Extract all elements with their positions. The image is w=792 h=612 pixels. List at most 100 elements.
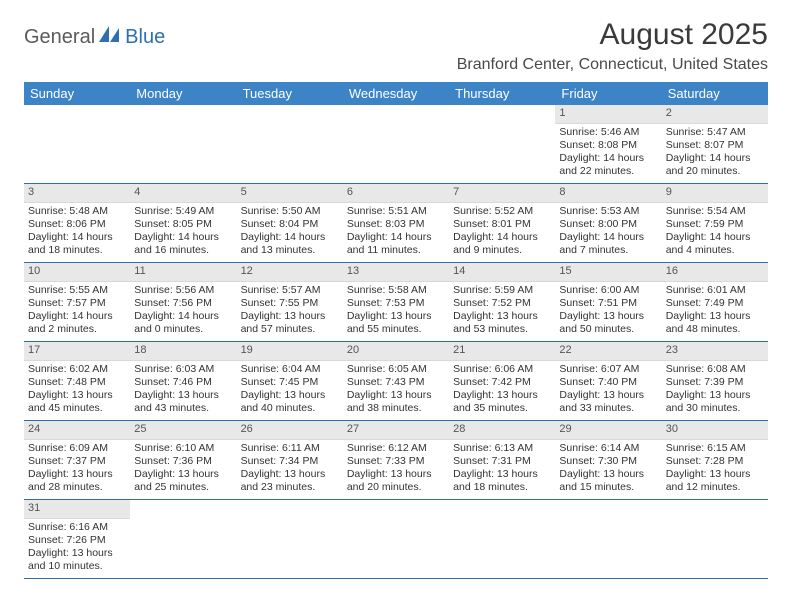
day-cell: 22Sunrise: 6:07 AMSunset: 7:40 PMDayligh… <box>555 342 661 420</box>
day-number: 22 <box>555 342 661 361</box>
weeks-container: 1Sunrise: 5:46 AMSunset: 8:08 PMDaylight… <box>24 105 768 579</box>
empty-cell <box>237 500 343 578</box>
sunrise-text: Sunrise: 6:15 AM <box>666 442 764 455</box>
sunrise-text: Sunrise: 5:48 AM <box>28 205 126 218</box>
daylight-text: Daylight: 14 hours and 0 minutes. <box>134 310 232 336</box>
day-body: Sunrise: 6:13 AMSunset: 7:31 PMDaylight:… <box>449 440 555 499</box>
daylight-text: Daylight: 14 hours and 20 minutes. <box>666 152 764 178</box>
day-number: 29 <box>555 421 661 440</box>
day-number: 3 <box>24 184 130 203</box>
sunset-text: Sunset: 7:42 PM <box>453 376 551 389</box>
day-body: Sunrise: 6:07 AMSunset: 7:40 PMDaylight:… <box>555 361 661 420</box>
day-body: Sunrise: 6:04 AMSunset: 7:45 PMDaylight:… <box>237 361 343 420</box>
daylight-text: Daylight: 13 hours and 33 minutes. <box>559 389 657 415</box>
week-row: 24Sunrise: 6:09 AMSunset: 7:37 PMDayligh… <box>24 421 768 500</box>
daylight-text: Daylight: 13 hours and 38 minutes. <box>347 389 445 415</box>
daylight-text: Daylight: 13 hours and 35 minutes. <box>453 389 551 415</box>
month-title: August 2025 <box>457 18 768 52</box>
day-cell: 31Sunrise: 6:16 AMSunset: 7:26 PMDayligh… <box>24 500 130 578</box>
empty-cell <box>449 105 555 183</box>
day-number: 28 <box>449 421 555 440</box>
day-body: Sunrise: 5:51 AMSunset: 8:03 PMDaylight:… <box>343 203 449 262</box>
sunset-text: Sunset: 7:46 PM <box>134 376 232 389</box>
sunrise-text: Sunrise: 6:03 AM <box>134 363 232 376</box>
day-number: 10 <box>24 263 130 282</box>
daylight-text: Daylight: 13 hours and 43 minutes. <box>134 389 232 415</box>
day-number: 7 <box>449 184 555 203</box>
day-body: Sunrise: 5:49 AMSunset: 8:05 PMDaylight:… <box>130 203 236 262</box>
daylight-text: Daylight: 14 hours and 9 minutes. <box>453 231 551 257</box>
sunrise-text: Sunrise: 6:06 AM <box>453 363 551 376</box>
sunset-text: Sunset: 7:37 PM <box>28 455 126 468</box>
sunrise-text: Sunrise: 5:46 AM <box>559 126 657 139</box>
day-number: 20 <box>343 342 449 361</box>
day-body: Sunrise: 6:15 AMSunset: 7:28 PMDaylight:… <box>662 440 768 499</box>
day-number: 19 <box>237 342 343 361</box>
day-body: Sunrise: 6:03 AMSunset: 7:46 PMDaylight:… <box>130 361 236 420</box>
sunset-text: Sunset: 7:33 PM <box>347 455 445 468</box>
day-cell: 20Sunrise: 6:05 AMSunset: 7:43 PMDayligh… <box>343 342 449 420</box>
day-cell: 17Sunrise: 6:02 AMSunset: 7:48 PMDayligh… <box>24 342 130 420</box>
empty-cell <box>130 500 236 578</box>
dayname-tuesday: Tuesday <box>237 82 343 105</box>
sunset-text: Sunset: 7:34 PM <box>241 455 339 468</box>
sunrise-text: Sunrise: 6:14 AM <box>559 442 657 455</box>
sunset-text: Sunset: 7:52 PM <box>453 297 551 310</box>
sunset-text: Sunset: 7:49 PM <box>666 297 764 310</box>
day-cell: 2Sunrise: 5:47 AMSunset: 8:07 PMDaylight… <box>662 105 768 183</box>
daylight-text: Daylight: 13 hours and 20 minutes. <box>347 468 445 494</box>
day-body: Sunrise: 6:10 AMSunset: 7:36 PMDaylight:… <box>130 440 236 499</box>
day-number: 14 <box>449 263 555 282</box>
sunset-text: Sunset: 8:06 PM <box>28 218 126 231</box>
daylight-text: Daylight: 13 hours and 15 minutes. <box>559 468 657 494</box>
daylight-text: Daylight: 14 hours and 4 minutes. <box>666 231 764 257</box>
daylight-text: Daylight: 13 hours and 18 minutes. <box>453 468 551 494</box>
day-body: Sunrise: 5:54 AMSunset: 7:59 PMDaylight:… <box>662 203 768 262</box>
sunrise-text: Sunrise: 5:55 AM <box>28 284 126 297</box>
daylight-text: Daylight: 13 hours and 23 minutes. <box>241 468 339 494</box>
day-number: 8 <box>555 184 661 203</box>
sunrise-text: Sunrise: 5:50 AM <box>241 205 339 218</box>
day-cell: 7Sunrise: 5:52 AMSunset: 8:01 PMDaylight… <box>449 184 555 262</box>
day-cell: 19Sunrise: 6:04 AMSunset: 7:45 PMDayligh… <box>237 342 343 420</box>
sunset-text: Sunset: 7:36 PM <box>134 455 232 468</box>
day-cell: 28Sunrise: 6:13 AMSunset: 7:31 PMDayligh… <box>449 421 555 499</box>
day-body: Sunrise: 6:06 AMSunset: 7:42 PMDaylight:… <box>449 361 555 420</box>
day-cell: 5Sunrise: 5:50 AMSunset: 8:04 PMDaylight… <box>237 184 343 262</box>
sunrise-text: Sunrise: 6:16 AM <box>28 521 126 534</box>
sunset-text: Sunset: 7:28 PM <box>666 455 764 468</box>
daylight-text: Daylight: 13 hours and 55 minutes. <box>347 310 445 336</box>
sunset-text: Sunset: 7:53 PM <box>347 297 445 310</box>
sunset-text: Sunset: 8:08 PM <box>559 139 657 152</box>
sunrise-text: Sunrise: 5:59 AM <box>453 284 551 297</box>
day-number: 15 <box>555 263 661 282</box>
day-cell: 25Sunrise: 6:10 AMSunset: 7:36 PMDayligh… <box>130 421 236 499</box>
day-body: Sunrise: 6:09 AMSunset: 7:37 PMDaylight:… <box>24 440 130 499</box>
sunrise-text: Sunrise: 5:51 AM <box>347 205 445 218</box>
dayname-friday: Friday <box>555 82 661 105</box>
day-body: Sunrise: 5:52 AMSunset: 8:01 PMDaylight:… <box>449 203 555 262</box>
sunrise-text: Sunrise: 6:10 AM <box>134 442 232 455</box>
dayname-wednesday: Wednesday <box>343 82 449 105</box>
day-body: Sunrise: 6:01 AMSunset: 7:49 PMDaylight:… <box>662 282 768 341</box>
sunrise-text: Sunrise: 5:57 AM <box>241 284 339 297</box>
sunrise-text: Sunrise: 6:07 AM <box>559 363 657 376</box>
sunset-text: Sunset: 8:07 PM <box>666 139 764 152</box>
daylight-text: Daylight: 14 hours and 18 minutes. <box>28 231 126 257</box>
sunset-text: Sunset: 7:59 PM <box>666 218 764 231</box>
day-body: Sunrise: 5:53 AMSunset: 8:00 PMDaylight:… <box>555 203 661 262</box>
day-cell: 10Sunrise: 5:55 AMSunset: 7:57 PMDayligh… <box>24 263 130 341</box>
sunrise-text: Sunrise: 6:12 AM <box>347 442 445 455</box>
sunrise-text: Sunrise: 6:00 AM <box>559 284 657 297</box>
daylight-text: Daylight: 14 hours and 16 minutes. <box>134 231 232 257</box>
day-number: 12 <box>237 263 343 282</box>
daylight-text: Daylight: 13 hours and 12 minutes. <box>666 468 764 494</box>
day-cell: 1Sunrise: 5:46 AMSunset: 8:08 PMDaylight… <box>555 105 661 183</box>
day-cell: 8Sunrise: 5:53 AMSunset: 8:00 PMDaylight… <box>555 184 661 262</box>
week-row: 3Sunrise: 5:48 AMSunset: 8:06 PMDaylight… <box>24 184 768 263</box>
day-header-row: Sunday Monday Tuesday Wednesday Thursday… <box>24 82 768 105</box>
sunrise-text: Sunrise: 6:05 AM <box>347 363 445 376</box>
daylight-text: Daylight: 14 hours and 2 minutes. <box>28 310 126 336</box>
daylight-text: Daylight: 13 hours and 25 minutes. <box>134 468 232 494</box>
day-cell: 27Sunrise: 6:12 AMSunset: 7:33 PMDayligh… <box>343 421 449 499</box>
